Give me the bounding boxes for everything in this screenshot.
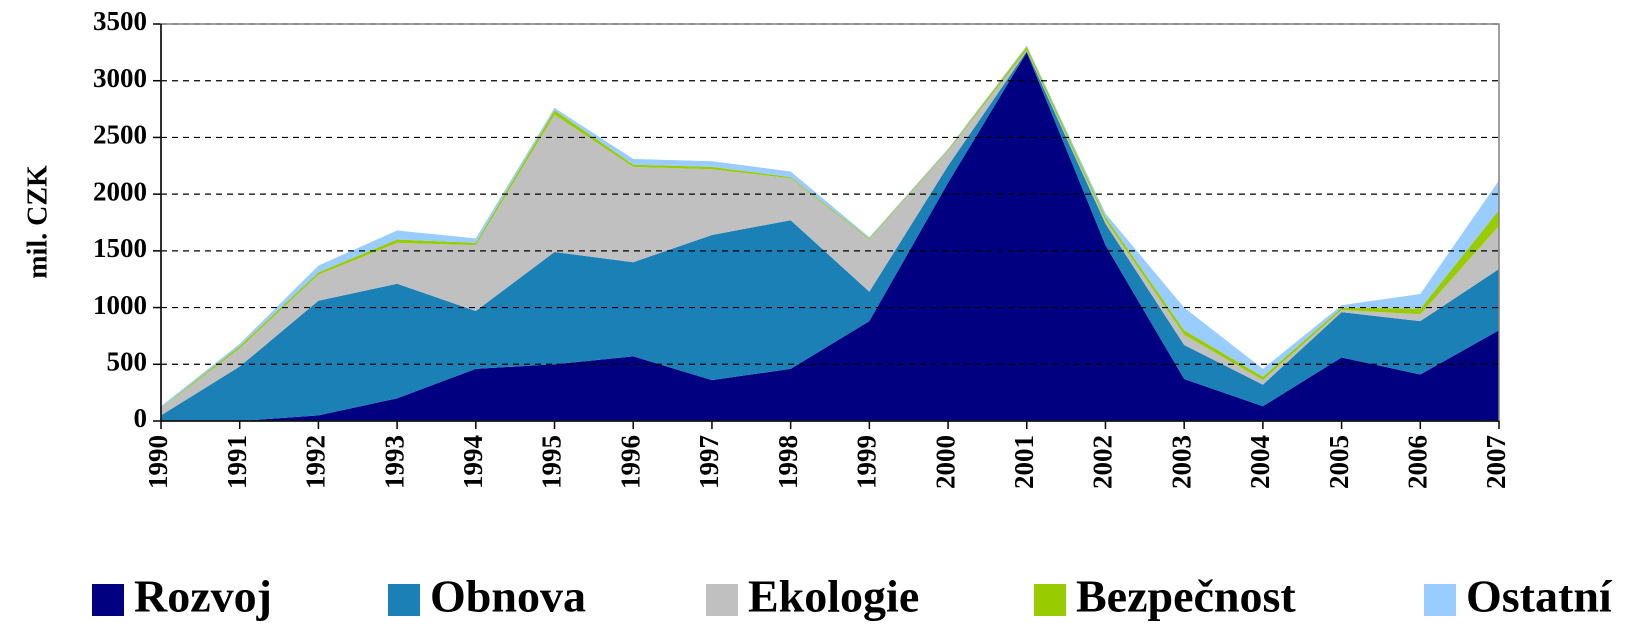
x-tick-label: 2002 [1088, 435, 1118, 489]
x-tick-label: 1993 [379, 435, 409, 489]
x-tick-label: 1999 [852, 435, 882, 489]
y-tick-label: 1500 [93, 233, 147, 263]
legend-swatch [706, 584, 738, 616]
legend-label: Bezpečnost [1076, 571, 1296, 622]
legend-swatch [1424, 584, 1456, 616]
x-tick-label: 2000 [930, 435, 960, 489]
y-tick-label: 1000 [93, 290, 147, 320]
y-tick-label: 2000 [93, 176, 147, 206]
x-tick-label: 2005 [1324, 435, 1354, 489]
y-tick-label: 2500 [93, 120, 147, 150]
x-tick-label: 1998 [773, 435, 803, 489]
legend-label: Ostatní [1466, 571, 1613, 622]
x-tick-label: 1994 [458, 435, 488, 489]
x-tick-label: 2001 [1009, 435, 1039, 489]
y-axis-label: mil. CZK [22, 165, 53, 279]
legend-swatch [92, 584, 124, 616]
x-tick-label: 1997 [694, 435, 724, 489]
y-tick-label: 500 [107, 346, 148, 376]
legend-label: Rozvoj [134, 571, 272, 622]
legend-label: Ekologie [748, 571, 919, 622]
x-tick-label: 1992 [301, 435, 331, 489]
y-tick-label: 3000 [93, 63, 147, 93]
x-tick-label: 1995 [537, 435, 567, 489]
legend-swatch [388, 584, 420, 616]
x-tick-label: 1991 [222, 435, 252, 489]
legend-swatch [1034, 584, 1066, 616]
area [161, 51, 1499, 421]
legend-label: Obnova [430, 571, 586, 622]
x-tick-label: 2006 [1402, 435, 1432, 489]
area [161, 52, 1499, 421]
x-tick-label: 1996 [615, 435, 645, 489]
x-tick-label: 2004 [1245, 435, 1275, 489]
y-tick-label: 0 [134, 403, 148, 433]
x-tick-label: 1990 [143, 435, 173, 489]
x-tick-label: 2007 [1481, 435, 1511, 489]
y-tick-label: 3500 [93, 6, 147, 36]
area [161, 50, 1499, 416]
x-tick-label: 2003 [1166, 435, 1196, 489]
